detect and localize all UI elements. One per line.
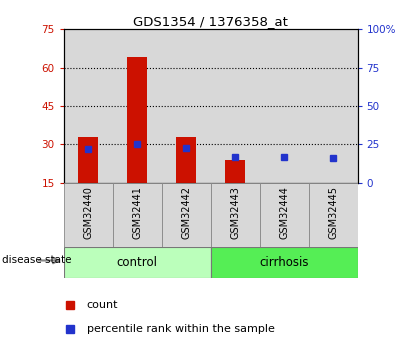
Bar	[64, 183, 113, 247]
Text: control: control	[117, 256, 158, 269]
Text: GSM32441: GSM32441	[132, 186, 142, 239]
Bar	[309, 183, 358, 247]
Bar	[309, 29, 358, 183]
Bar	[64, 247, 210, 278]
Bar	[176, 137, 196, 183]
Bar	[127, 58, 147, 183]
Bar	[211, 247, 358, 278]
Text: GSM32443: GSM32443	[230, 186, 240, 239]
Bar	[211, 183, 260, 247]
Text: GSM32442: GSM32442	[181, 186, 191, 239]
Bar	[113, 29, 162, 183]
Bar	[225, 160, 245, 183]
Text: disease state: disease state	[2, 256, 72, 265]
Bar	[113, 183, 162, 247]
Text: GSM32445: GSM32445	[328, 186, 338, 239]
Text: GSM32440: GSM32440	[83, 186, 93, 239]
Bar	[162, 183, 211, 247]
Bar	[260, 183, 309, 247]
Bar	[79, 137, 98, 183]
Bar	[64, 29, 113, 183]
Bar	[260, 29, 309, 183]
Title: GDS1354 / 1376358_at: GDS1354 / 1376358_at	[133, 15, 288, 28]
Text: percentile rank within the sample: percentile rank within the sample	[87, 325, 275, 334]
Text: count: count	[87, 300, 118, 310]
Bar	[211, 29, 260, 183]
Text: cirrhosis: cirrhosis	[259, 256, 309, 269]
Text: GSM32444: GSM32444	[279, 186, 289, 239]
Bar	[162, 29, 211, 183]
